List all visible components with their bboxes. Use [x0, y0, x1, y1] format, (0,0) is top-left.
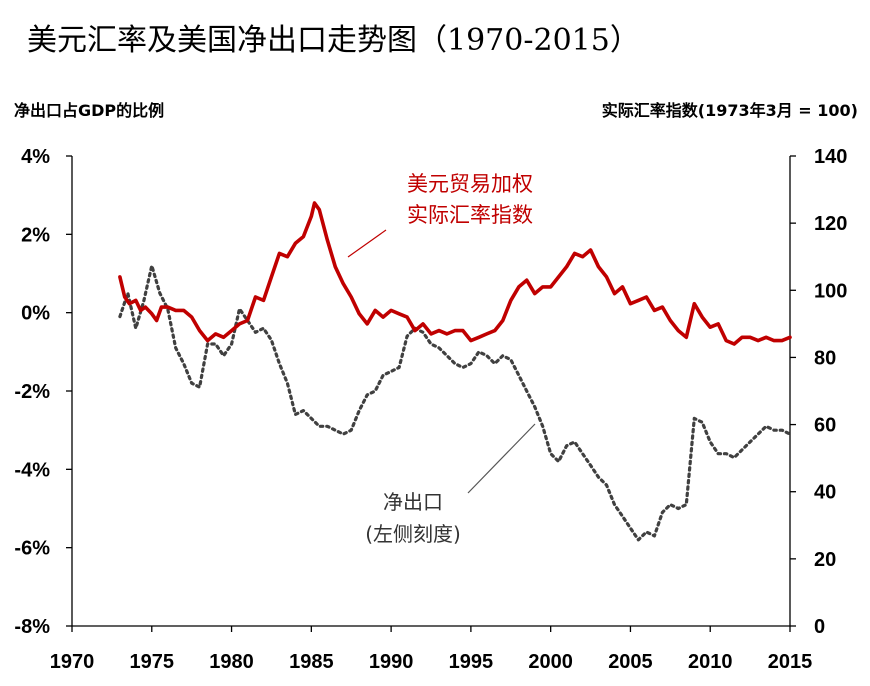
exchange-rate-annotation-line1: 美元贸易加权 — [407, 172, 533, 196]
right-tick-label: 60 — [814, 415, 836, 437]
left-axis-ticks: 4% 2% 0% -2% -4% -6% -8% — [14, 146, 72, 638]
left-tick-label: -8% — [14, 616, 50, 638]
right-tick-label: 100 — [814, 280, 847, 302]
right-tick-label: 40 — [814, 482, 836, 504]
net-exports-annotation-line2: (左侧刻度) — [365, 522, 461, 546]
net-exports-leader-line — [467, 423, 536, 494]
x-axis-ticks: 1970 1975 1980 1985 1990 1995 2000 2005 2010 2015 — [50, 626, 813, 673]
right-tick-label: 80 — [814, 347, 836, 369]
exchange-rate-annotation-line2: 实际汇率指数 — [407, 203, 533, 227]
x-tick-label: 2015 — [768, 651, 813, 673]
exchange-rate-series-line — [118, 201, 792, 346]
chart-title: 美元汇率及美国净出口走势图（1970-2015） — [27, 23, 640, 58]
net-exports-series-line — [118, 264, 792, 542]
x-tick-label: 2005 — [608, 651, 653, 673]
right-tick-label: 20 — [814, 549, 836, 571]
left-tick-label: -6% — [14, 538, 50, 560]
x-tick-label: 2010 — [688, 651, 733, 673]
left-tick-label: 4% — [21, 146, 50, 168]
left-tick-label: -2% — [14, 381, 50, 403]
left-tick-label: 2% — [21, 224, 50, 246]
x-tick-label: 1975 — [130, 651, 175, 673]
x-tick-label: 1980 — [209, 651, 254, 673]
left-tick-label: -4% — [14, 459, 50, 481]
right-tick-label: 140 — [814, 146, 847, 168]
x-tick-label: 1990 — [369, 651, 414, 673]
right-tick-label: 120 — [814, 213, 847, 235]
net-exports-annotation-line1: 净出口 — [383, 490, 443, 514]
left-axis-label: 净出口占GDP的比例 — [14, 101, 164, 120]
x-tick-label: 2000 — [528, 651, 573, 673]
x-tick-label: 1985 — [289, 651, 334, 673]
left-tick-label: 0% — [21, 303, 50, 325]
x-tick-label: 1970 — [50, 651, 95, 673]
right-axis-label: 实际汇率指数(1973年3月 = 100) — [602, 101, 858, 120]
right-axis-ticks: 140 120 100 80 60 40 20 0 — [790, 146, 847, 638]
exchange-rate-leader-line — [347, 229, 387, 258]
right-tick-label: 0 — [814, 616, 825, 638]
x-tick-label: 1995 — [449, 651, 494, 673]
